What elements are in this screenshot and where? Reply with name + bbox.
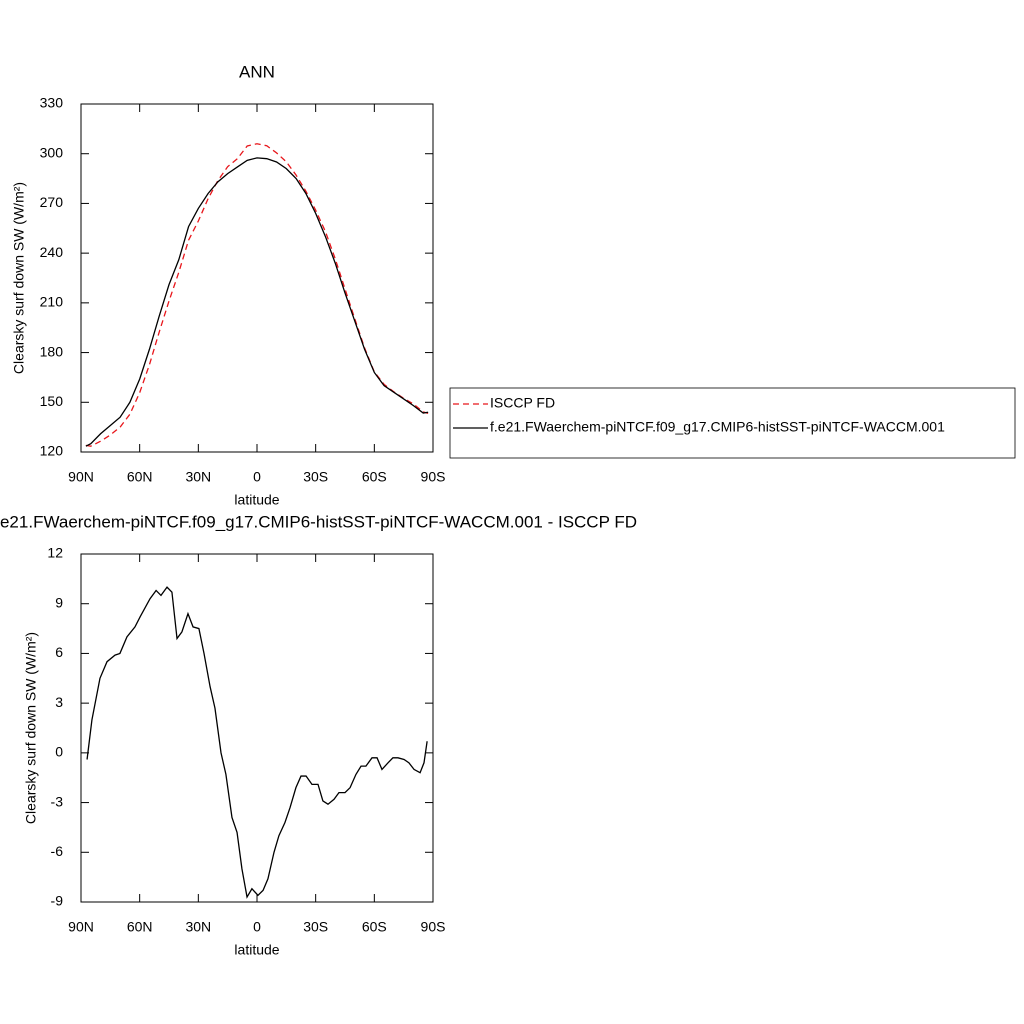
y-tick-label: 270 (40, 194, 64, 210)
chart-title: f.e21.FWaerchem-piNTCF.f09_g17.CMIP6-his… (0, 512, 637, 531)
y-tick-label: 6 (55, 644, 63, 660)
x-tick-label: 90N (68, 919, 94, 935)
y-axis-label: Clearsky surf down SW (W/m²) (23, 632, 39, 824)
x-tick-label: 0 (253, 469, 261, 485)
y-tick-label: 240 (40, 244, 64, 260)
chart-title: ANN (239, 62, 275, 81)
x-tick-label: 60S (362, 919, 387, 935)
x-tick-label: 60S (362, 469, 387, 485)
x-axis-label: latitude (234, 942, 279, 958)
legend-box (449, 387, 1016, 459)
y-tick-label: -6 (51, 843, 64, 859)
y-tick-label: 0 (55, 744, 63, 760)
x-tick-label: 90S (421, 469, 446, 485)
y-tick-label: 9 (55, 594, 63, 610)
x-tick-label: 30S (303, 469, 328, 485)
y-tick-label: -9 (51, 893, 64, 909)
y-tick-label: 120 (40, 443, 64, 459)
legend-label: f.e21.FWaerchem-piNTCF.f09_g17.CMIP6-his… (490, 419, 945, 435)
plot-frame (80, 103, 434, 453)
x-tick-label: 30N (185, 919, 211, 935)
y-tick-label: 12 (47, 545, 63, 561)
data-line (85, 157, 429, 447)
y-tick-label: 150 (40, 393, 64, 409)
x-tick-label: 30N (185, 469, 211, 485)
y-tick-label: 210 (40, 294, 64, 310)
y-tick-label: -3 (51, 793, 64, 809)
y-tick-label: 330 (40, 95, 64, 111)
x-tick-label: 90S (421, 919, 446, 935)
x-tick-label: 90N (68, 469, 94, 485)
y-axis-label: Clearsky surf down SW (W/m²) (11, 182, 27, 374)
x-tick-label: 60N (127, 919, 153, 935)
data-line (85, 143, 429, 447)
x-axis-label: latitude (234, 492, 279, 508)
plot-frame (80, 553, 434, 903)
legend-label: ISCCP FD (490, 395, 555, 411)
y-tick-label: 300 (40, 144, 64, 160)
y-tick-label: 180 (40, 343, 64, 359)
x-tick-label: 60N (127, 469, 153, 485)
data-line (86, 586, 428, 899)
x-tick-label: 30S (303, 919, 328, 935)
y-tick-label: 3 (55, 694, 63, 710)
x-tick-label: 0 (253, 919, 261, 935)
